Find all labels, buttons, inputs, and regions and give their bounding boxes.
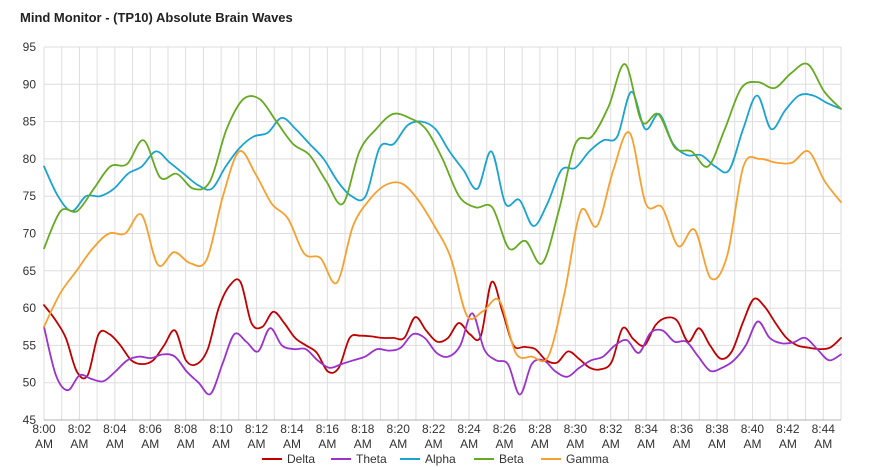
x-tick-label: 8:40 AM	[741, 422, 765, 451]
y-tick-label: 90	[23, 77, 37, 91]
y-tick-label: 50	[23, 376, 37, 390]
legend-label-beta: Beta	[499, 452, 524, 466]
x-tick-label: 8:26 AM	[493, 422, 517, 451]
y-tick-label: 75	[23, 189, 37, 203]
x-tick-label: 8:12 AM	[245, 422, 269, 451]
x-tick-label: 8:02 AM	[68, 422, 92, 451]
legend-label-delta: Delta	[287, 452, 315, 466]
y-tick-label: 80	[23, 152, 37, 166]
y-tick-label: 70	[23, 227, 37, 241]
y-axis: 45 50 55 60 65 70 75 80 85 90 95	[23, 40, 37, 427]
series-line-delta	[43, 278, 842, 380]
legend-label-alpha: Alpha	[425, 452, 456, 466]
x-tick-label: 8:10 AM	[209, 422, 233, 451]
x-tick-label: 8:04 AM	[103, 422, 127, 451]
x-tick-label: 8:00 AM	[32, 422, 56, 451]
x-tick-label: 8:24 AM	[457, 422, 481, 451]
y-tick-label: 95	[23, 40, 37, 54]
y-tick-label: 45	[23, 413, 37, 427]
legend-label-gamma: Gamma	[566, 452, 609, 466]
y-tick-label: 60	[23, 301, 37, 315]
x-tick-label: 8:14 AM	[280, 422, 304, 451]
x-tick-label: 8:44 AM	[812, 422, 836, 451]
x-tick-label: 8:22 AM	[422, 422, 446, 451]
legend: Delta Theta Alpha Beta Gamma	[262, 452, 609, 466]
x-tick-label: 8:28 AM	[528, 422, 552, 451]
x-tick-label: 8:30 AM	[564, 422, 588, 451]
x-tick-label: 8:36 AM	[670, 422, 694, 451]
x-tick-label: 8:20 AM	[387, 422, 411, 451]
x-tick-label: 8:08 AM	[174, 422, 198, 451]
legend-label-theta: Theta	[356, 452, 387, 466]
x-tick-label: 8:16 AM	[316, 422, 340, 451]
series-line-beta	[43, 62, 842, 265]
x-axis: 8:00 AM 8:02 AM 8:04 AM 8:06 AM 8:08 AM 8:10 AM 8:12…	[32, 419, 841, 451]
y-tick-label: 65	[23, 264, 37, 278]
y-tick-label: 55	[23, 338, 37, 352]
series-line-alpha	[43, 90, 842, 227]
series-line-theta	[43, 312, 842, 396]
chart-title: Mind Monitor - (TP10) Absolute Brain Wav…	[20, 10, 293, 25]
series-line-gamma	[43, 131, 842, 363]
series-lines	[43, 62, 842, 396]
y-tick-label: 85	[23, 115, 37, 129]
x-tick-label: 8:32 AM	[599, 422, 623, 451]
gridlines	[43, 46, 842, 421]
x-tick-label: 8:06 AM	[139, 422, 163, 451]
x-tick-label: 8:42 AM	[776, 422, 800, 451]
x-tick-label: 8:38 AM	[705, 422, 729, 451]
x-tick-label: 8:34 AM	[634, 422, 658, 451]
x-tick-label: 8:18 AM	[351, 422, 375, 451]
